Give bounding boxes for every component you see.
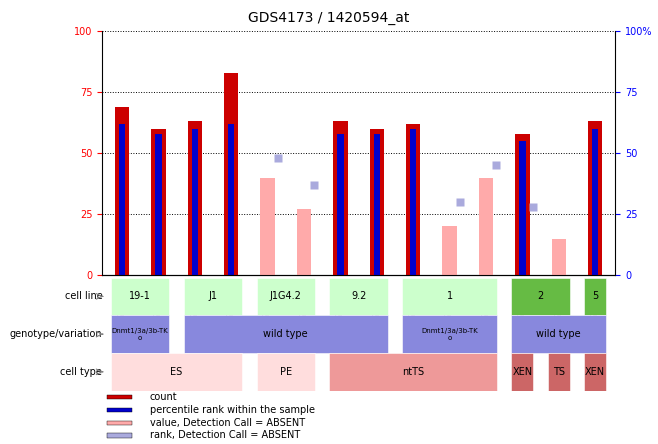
Bar (592, 129, 599, 275)
Bar (155, 134, 162, 275)
Bar (370, 129, 384, 275)
Text: ntTS: ntTS (402, 367, 424, 377)
Text: XEN: XEN (513, 367, 532, 377)
Text: Dnmt1/3a/3b-TK
o: Dnmt1/3a/3b-TK o (112, 328, 168, 341)
Text: count: count (150, 392, 178, 402)
Bar (406, 124, 420, 275)
Bar (107, 408, 132, 412)
Text: ES: ES (170, 367, 183, 377)
Bar (107, 420, 132, 425)
Bar (337, 134, 343, 275)
Bar (257, 353, 315, 391)
Bar (374, 134, 380, 275)
Text: 1: 1 (447, 291, 453, 301)
Text: percentile rank within the sample: percentile rank within the sample (150, 405, 315, 415)
Bar (151, 129, 166, 275)
Bar (333, 122, 347, 275)
Bar (515, 134, 530, 275)
Bar (551, 239, 566, 275)
Bar (584, 353, 606, 391)
Text: GDS4173 / 1420594_at: GDS4173 / 1420594_at (248, 11, 410, 25)
Bar (224, 72, 238, 275)
Bar (184, 278, 242, 315)
Bar (184, 315, 388, 353)
Text: J1G4.2: J1G4.2 (270, 291, 302, 301)
Text: 9.2: 9.2 (351, 291, 367, 301)
Text: PE: PE (280, 367, 292, 377)
Bar (257, 278, 315, 315)
Bar (107, 433, 132, 438)
Text: value, Detection Call = ABSENT: value, Detection Call = ABSENT (150, 418, 305, 428)
Bar (111, 315, 169, 353)
Bar (410, 129, 417, 275)
Text: Dnmt1/3a/3b-TK
o: Dnmt1/3a/3b-TK o (421, 328, 478, 341)
Bar (479, 178, 494, 275)
Bar (442, 226, 457, 275)
Text: J1: J1 (209, 291, 218, 301)
Bar (330, 353, 497, 391)
Bar (584, 278, 606, 315)
Bar (297, 210, 311, 275)
Text: wild type: wild type (263, 329, 308, 339)
Bar (191, 129, 198, 275)
Bar (107, 395, 132, 399)
Bar (548, 353, 570, 391)
Bar (519, 141, 526, 275)
Bar (118, 124, 125, 275)
Bar (588, 122, 603, 275)
Bar (261, 178, 275, 275)
Bar (111, 353, 242, 391)
Text: genotype/variation: genotype/variation (10, 329, 103, 339)
Bar (402, 315, 497, 353)
Bar (114, 107, 129, 275)
Text: XEN: XEN (585, 367, 605, 377)
Bar (228, 124, 234, 275)
Bar (402, 278, 497, 315)
Bar (188, 122, 202, 275)
Bar (330, 278, 388, 315)
Text: 5: 5 (592, 291, 598, 301)
Text: cell type: cell type (61, 367, 103, 377)
Text: 19-1: 19-1 (129, 291, 151, 301)
Bar (511, 353, 534, 391)
Text: TS: TS (553, 367, 565, 377)
Text: rank, Detection Call = ABSENT: rank, Detection Call = ABSENT (150, 431, 300, 440)
Bar (111, 278, 169, 315)
Text: wild type: wild type (536, 329, 581, 339)
Text: cell line: cell line (64, 291, 103, 301)
Text: 2: 2 (538, 291, 544, 301)
Bar (511, 278, 570, 315)
Bar (511, 315, 606, 353)
